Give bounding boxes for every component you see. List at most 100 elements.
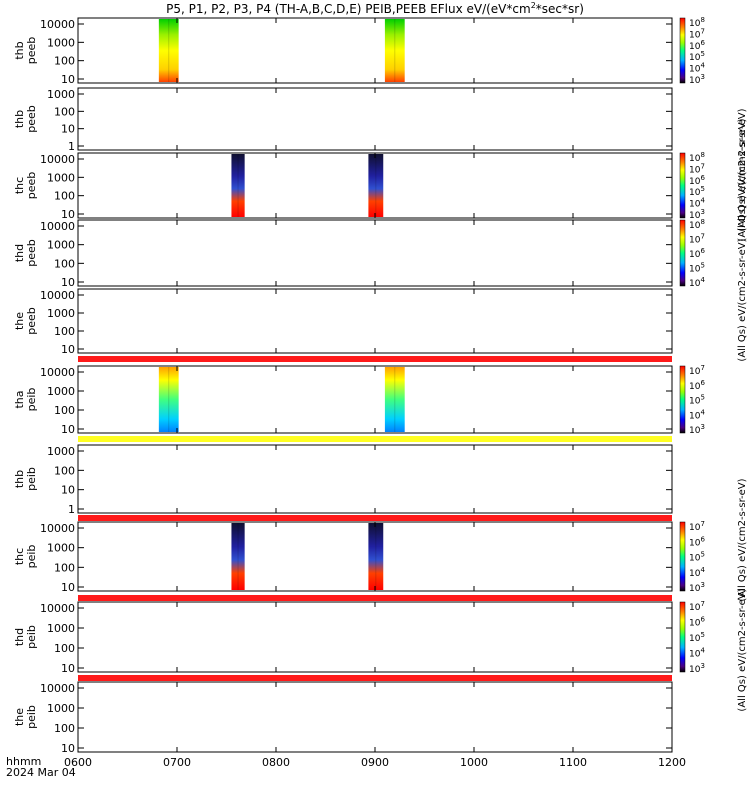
y-tick-label: 1000 bbox=[47, 171, 75, 184]
colorbar-tick-label: 104 bbox=[689, 408, 705, 421]
y-tick-label: 10000 bbox=[40, 153, 75, 166]
colorbar bbox=[679, 152, 686, 219]
y-tick-label: 100 bbox=[54, 642, 75, 655]
y-tick-label: 1000 bbox=[47, 445, 75, 458]
date-label: 2024 Mar 04 bbox=[6, 766, 76, 779]
y-tick-label: 10 bbox=[61, 581, 75, 594]
y-tick-label: 1000 bbox=[47, 239, 75, 252]
panel-product-label: peib bbox=[25, 705, 38, 729]
panel-the-peib: 10000 1000 100 10 the peib bbox=[13, 681, 673, 755]
colorbar bbox=[679, 17, 686, 84]
x-tick-label: 1000 bbox=[460, 756, 488, 769]
y-tick-label: 10 bbox=[61, 123, 75, 136]
colorbar-tick-label: 106 bbox=[689, 616, 705, 629]
y-tick-label: 10 bbox=[61, 484, 75, 497]
colorbar-tick-label: 103 bbox=[689, 662, 705, 675]
y-tick-label: 10 bbox=[61, 73, 75, 86]
colorbar bbox=[679, 521, 686, 592]
colorbar-tick-label: 106 bbox=[689, 379, 705, 392]
panel-product-label: peeb bbox=[25, 37, 38, 65]
colorbar-tick-label: 108 bbox=[689, 151, 705, 164]
colorbar-tick-label: 104 bbox=[689, 566, 705, 579]
colorbar-tick-label: 105 bbox=[689, 262, 705, 275]
colorbar-tick-label: 106 bbox=[689, 247, 705, 260]
colorbar-tick-label: 105 bbox=[689, 50, 705, 63]
colorbar bbox=[679, 365, 686, 434]
spectrogram-band bbox=[158, 367, 179, 432]
y-tick-label: 100 bbox=[54, 404, 75, 417]
panel-probe-label: thc bbox=[13, 177, 26, 194]
x-tick-label: 0800 bbox=[262, 756, 290, 769]
colorbar-tick-label: 106 bbox=[689, 39, 705, 52]
y-tick-label: 1000 bbox=[47, 622, 75, 635]
x-unit-label: hhmm bbox=[6, 755, 41, 768]
panel-product-label: peeb bbox=[25, 307, 38, 335]
y-tick-label: 10000 bbox=[40, 18, 75, 31]
panel-product-label: peib bbox=[25, 467, 38, 491]
spectrogram-band bbox=[368, 154, 384, 217]
spectrogram-band bbox=[158, 19, 179, 82]
y-tick-label: 100 bbox=[54, 105, 75, 118]
spectrogram-band bbox=[231, 154, 245, 217]
x-tick-label: 0600 bbox=[64, 756, 92, 769]
colorbar-tick-label: 105 bbox=[689, 631, 705, 644]
y-tick-label: 10000 bbox=[40, 289, 75, 302]
y-tick-label: 1000 bbox=[47, 542, 75, 555]
colorbar-tick-label: 108 bbox=[689, 218, 705, 231]
y-tick-label: 100 bbox=[54, 722, 75, 735]
colorbar-tick-label: 107 bbox=[689, 520, 705, 533]
y-tick-label: 10 bbox=[61, 276, 75, 289]
panel-probe-label: the bbox=[13, 312, 26, 330]
quality-flag-bar bbox=[78, 515, 672, 521]
y-tick-label: 10 bbox=[61, 208, 75, 221]
colorbar-unit-label: (All Qs) eV/(cm2-s-sr-eV) bbox=[737, 118, 748, 241]
panel-probe-label: tha bbox=[13, 390, 26, 408]
panel-probe-label: thb bbox=[13, 41, 26, 59]
panel-product-label: peeb bbox=[25, 172, 38, 200]
panel-the-peeb: 10000 1000 100 10 the peeb bbox=[13, 288, 673, 356]
y-tick-label: 1000 bbox=[47, 36, 75, 49]
panel-product-label: peib bbox=[25, 388, 38, 412]
colorbar-tick-label: 106 bbox=[689, 535, 705, 548]
y-tick-label: 100 bbox=[54, 325, 75, 338]
y-tick-label: 100 bbox=[54, 55, 75, 68]
colorbar-tick-label: 104 bbox=[689, 276, 705, 289]
colorbar-tick-label: 107 bbox=[689, 600, 705, 613]
y-tick-label: 10 bbox=[61, 662, 75, 675]
colorbar bbox=[679, 601, 686, 673]
y-tick-label: 10000 bbox=[40, 602, 75, 615]
y-tick-label: 10000 bbox=[40, 220, 75, 233]
y-tick-label: 1 bbox=[68, 140, 75, 153]
panel-probe-label: thb bbox=[13, 110, 26, 128]
quality-flag-bar bbox=[78, 356, 672, 362]
colorbar-tick-label: 104 bbox=[689, 197, 705, 210]
panel-frame bbox=[77, 444, 673, 514]
colorbar-tick-label: 103 bbox=[689, 423, 705, 436]
panel-product-label: peib bbox=[25, 625, 38, 649]
y-tick-label: 10000 bbox=[40, 682, 75, 695]
spectrogram-band bbox=[231, 523, 245, 590]
figure-title: P5, P1, P2, P3, P4 (TH-A,B,C,D,E) PEIB,P… bbox=[166, 1, 584, 16]
y-tick-label: 10 bbox=[61, 742, 75, 755]
colorbar bbox=[679, 219, 686, 287]
y-tick-label: 1000 bbox=[47, 702, 75, 715]
x-tick-label: 0900 bbox=[361, 756, 389, 769]
y-tick-label: 10 bbox=[61, 423, 75, 436]
x-tick-label: 1200 bbox=[658, 756, 686, 769]
colorbar-tick-label: 103 bbox=[689, 208, 705, 221]
panel-frame bbox=[77, 219, 673, 287]
panel-probe-label: thc bbox=[13, 548, 26, 565]
panel-frame bbox=[77, 601, 673, 673]
quality-flag-bar bbox=[78, 436, 672, 442]
y-tick-label: 1000 bbox=[47, 385, 75, 398]
panel-product-label: peeb bbox=[25, 105, 38, 133]
colorbar-tick-label: 107 bbox=[689, 233, 705, 246]
spectrogram-band bbox=[384, 19, 405, 82]
colorbar-tick-label: 103 bbox=[689, 73, 705, 86]
panel-frame bbox=[77, 288, 673, 354]
y-tick-label: 10000 bbox=[40, 366, 75, 379]
y-tick-label: 100 bbox=[54, 561, 75, 574]
